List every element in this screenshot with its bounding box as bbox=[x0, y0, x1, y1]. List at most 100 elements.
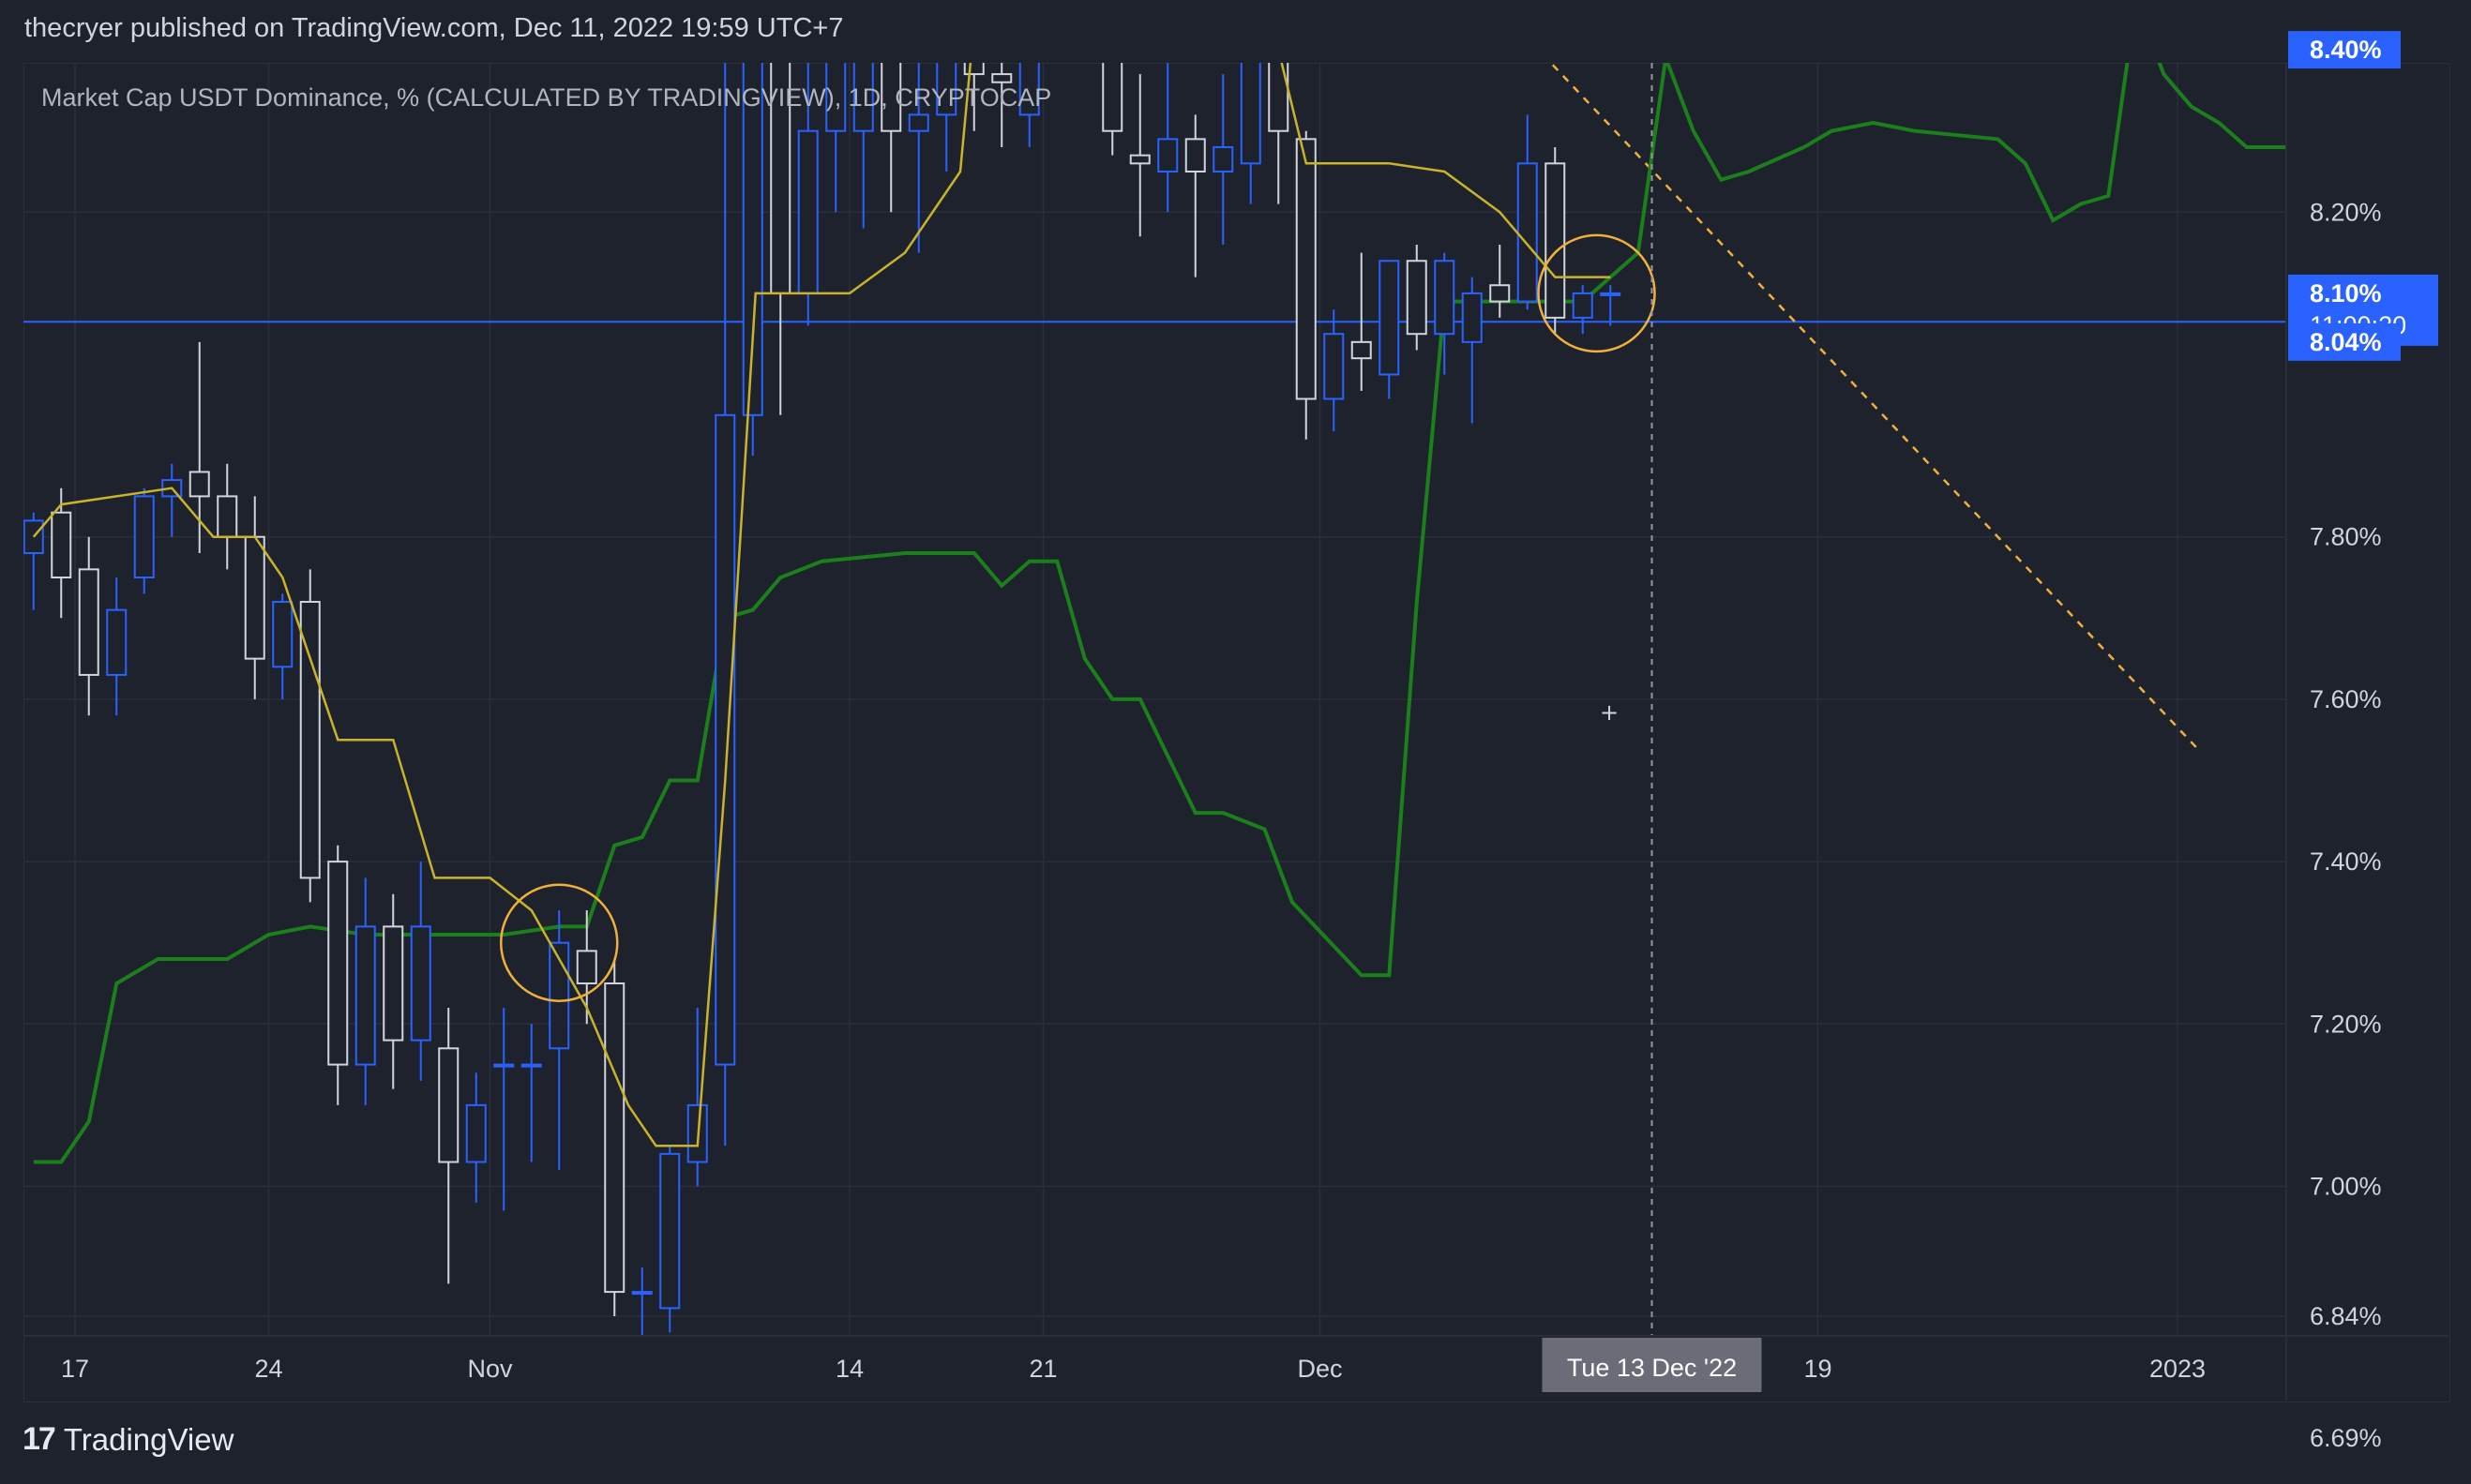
candle-body bbox=[1434, 260, 1455, 336]
crosshair-layer: + bbox=[1600, 63, 1653, 1336]
price-axis: 9.80%9.00%8.80%8.60%8.20%7.80%7.60%7.40%… bbox=[2285, 31, 2438, 1452]
candle-body bbox=[770, 63, 791, 294]
candle-body bbox=[881, 63, 902, 132]
candle bbox=[1102, 63, 1123, 156]
candle-body bbox=[1379, 260, 1400, 376]
candle-body bbox=[1240, 63, 1261, 165]
candle-body bbox=[852, 63, 874, 132]
candle-body bbox=[576, 950, 597, 984]
candle bbox=[1295, 130, 1317, 440]
candle-body bbox=[659, 1152, 681, 1310]
candle-body bbox=[217, 495, 238, 538]
candle-body bbox=[354, 925, 376, 1066]
candle bbox=[1018, 63, 1040, 148]
candle-body bbox=[1295, 138, 1317, 400]
candle bbox=[1129, 74, 1151, 237]
candle-body bbox=[1600, 292, 1621, 296]
candle-body bbox=[1323, 333, 1345, 400]
candle-body bbox=[1406, 260, 1427, 336]
candles-layer bbox=[23, 63, 1621, 1336]
candle bbox=[1213, 74, 1234, 245]
candle-body bbox=[78, 568, 99, 676]
candle bbox=[1489, 244, 1511, 318]
candle bbox=[106, 577, 128, 716]
price-tag-label: 8.10% bbox=[2310, 279, 2382, 307]
green-indicator-line bbox=[33, 63, 2286, 1164]
time-axis: 17 24 Nov 14 21 Dec 19 2023 Tue 13 Dec '22 bbox=[23, 1335, 2448, 1392]
candle-body bbox=[133, 495, 155, 579]
time-tick-label: 2023 bbox=[2149, 1355, 2206, 1383]
candle-body bbox=[1544, 162, 1566, 319]
green-indicator-layer bbox=[33, 63, 2286, 1164]
crosshair-date-label: Tue 13 Dec '22 bbox=[1567, 1354, 1737, 1382]
candle-body bbox=[493, 1063, 515, 1068]
price-tick-label: 7.40% bbox=[2310, 847, 2382, 876]
candle-body bbox=[936, 63, 957, 116]
crosshair-date-tag bbox=[1542, 1338, 1762, 1392]
candle bbox=[1572, 285, 1593, 335]
candle bbox=[244, 496, 265, 699]
candle-body bbox=[742, 63, 763, 416]
candle bbox=[133, 487, 155, 594]
candle bbox=[465, 1072, 487, 1203]
candle-body bbox=[1129, 154, 1151, 165]
price-tick-label: 6.84% bbox=[2310, 1302, 2382, 1330]
tradingview-logo-icon: 17 bbox=[23, 1421, 56, 1457]
candle bbox=[1184, 114, 1206, 277]
crosshair-cursor-icon: + bbox=[1600, 699, 1619, 726]
candle bbox=[1157, 63, 1179, 213]
candle bbox=[881, 63, 902, 213]
candle-body bbox=[797, 129, 819, 294]
candle-body bbox=[1157, 138, 1179, 172]
time-tick-label: 21 bbox=[1029, 1355, 1057, 1383]
candle bbox=[327, 845, 349, 1105]
price-tick-label: 7.20% bbox=[2310, 1010, 2382, 1038]
chart-frame[interactable] bbox=[23, 63, 2450, 1402]
candle bbox=[1323, 309, 1345, 432]
price-tag bbox=[2288, 31, 2401, 69]
candle-body bbox=[51, 511, 72, 578]
candle-body bbox=[1350, 340, 1372, 360]
candle bbox=[1406, 244, 1427, 351]
candle-body bbox=[963, 63, 985, 76]
price-tag-label: 8.04% bbox=[2310, 328, 2382, 356]
candle bbox=[354, 877, 376, 1105]
candle-body bbox=[272, 600, 294, 668]
candle bbox=[1516, 114, 1538, 310]
candle bbox=[438, 1007, 460, 1284]
candle-body bbox=[520, 1063, 542, 1068]
candle-body bbox=[1268, 63, 1289, 132]
candle bbox=[852, 63, 874, 229]
candle bbox=[520, 1024, 542, 1162]
highlight-circle bbox=[500, 883, 619, 1002]
time-tick-label: Nov bbox=[467, 1355, 513, 1383]
candle-body bbox=[299, 600, 321, 879]
candle-body bbox=[908, 113, 929, 132]
candle bbox=[299, 569, 321, 903]
candle bbox=[576, 910, 597, 1025]
candle-body bbox=[1489, 284, 1511, 303]
yellow-indicator-layer bbox=[32, 63, 1611, 1147]
price-tick-label: 7.80% bbox=[2310, 523, 2382, 551]
candle-body bbox=[106, 608, 128, 676]
highlight-circle bbox=[1537, 233, 1656, 353]
candle-body bbox=[1102, 63, 1123, 132]
candle-body bbox=[383, 925, 404, 1042]
candle bbox=[383, 893, 404, 1089]
candle bbox=[1350, 252, 1372, 391]
candle bbox=[410, 862, 431, 1081]
footer: 17 TradingView bbox=[23, 1421, 234, 1458]
publish-header: thecryer published on TradingView.com, D… bbox=[24, 13, 844, 43]
candle-body bbox=[438, 1047, 460, 1163]
candle-body bbox=[1572, 292, 1593, 319]
candle bbox=[1268, 63, 1289, 204]
time-tick-label: 17 bbox=[61, 1355, 89, 1383]
time-tick-label: 19 bbox=[1803, 1355, 1831, 1383]
candle bbox=[991, 63, 1013, 148]
candle bbox=[51, 487, 72, 619]
candle bbox=[715, 63, 736, 1147]
price-tick-label: 7.60% bbox=[2310, 685, 2382, 713]
candle bbox=[825, 63, 847, 213]
candle-body bbox=[465, 1103, 487, 1163]
